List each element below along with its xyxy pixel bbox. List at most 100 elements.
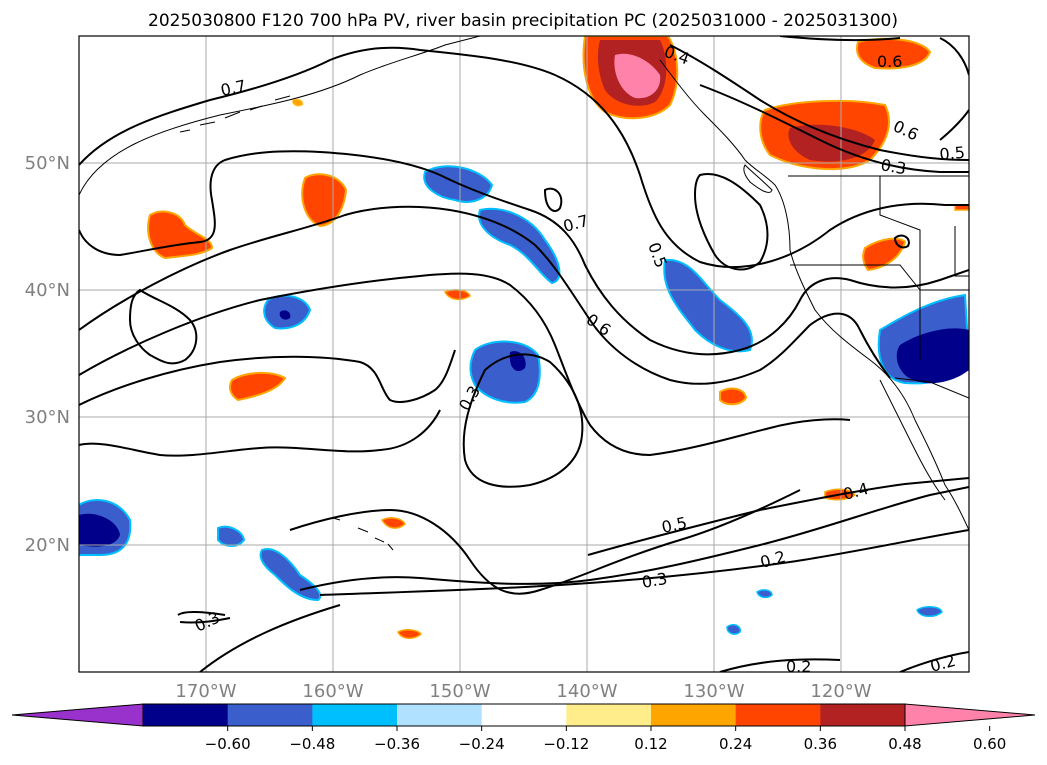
pv-contours — [79, 36, 969, 672]
blue-region-dark — [79, 513, 120, 547]
colorbar-extend-low — [11, 703, 144, 727]
colorbar: −0.60 −0.48 −0.36 −0.24 −0.12 0.12 0.24 0.36 0.4… — [11, 703, 1036, 753]
colorbar-segment — [143, 704, 229, 726]
lon-label: 150°W — [429, 681, 490, 702]
lon-label: 160°W — [302, 681, 363, 702]
colorbar-segment — [651, 704, 737, 726]
pv-contour — [79, 272, 851, 457]
colorbar-segment — [566, 704, 652, 726]
bc-coast — [659, 59, 969, 531]
warm-region — [856, 37, 932, 70]
pv-contour — [543, 187, 563, 212]
colorbar-segment — [820, 704, 906, 726]
warm-region — [396, 629, 423, 639]
state-border — [879, 176, 969, 291]
colorbar-tick-label: 0.24 — [719, 735, 752, 753]
colorbar-segment — [735, 704, 821, 726]
lat-label: 30°N — [25, 407, 70, 428]
warm-region — [719, 387, 748, 406]
blue-region — [663, 258, 753, 353]
graticule — [79, 36, 969, 672]
pv-contour — [899, 651, 969, 672]
colorbar-segment — [227, 704, 313, 726]
pv-contour — [669, 44, 969, 161]
contour-label: 0.6 — [877, 52, 902, 71]
colorbar-tick-label: −0.36 — [374, 735, 420, 753]
warm-region — [291, 98, 304, 107]
lat-labels: 50°N 40°N 30°N 20°N — [25, 153, 70, 556]
pv-contour — [699, 84, 969, 173]
blue-region — [756, 589, 773, 599]
pv-contour — [199, 604, 341, 672]
colorbar-tick-label: −0.24 — [459, 735, 505, 753]
warm-region-pink — [614, 53, 661, 99]
warm-region — [862, 237, 907, 272]
lat-label: 50°N — [25, 153, 70, 174]
lat-label: 40°N — [25, 280, 70, 301]
state-border — [954, 226, 969, 277]
map-area: 0.7 0.7 0.6 0.5 0.3 0.5 0.3 0.2 0.4 0.3 … — [79, 36, 969, 676]
pv-contour — [462, 353, 584, 488]
pv-contour — [79, 205, 891, 385]
pv-contour — [779, 36, 901, 42]
blue-region — [726, 624, 742, 635]
lat-label: 20°N — [25, 535, 70, 556]
lon-labels: 170°W 160°W 150°W 140°W 130°W 120°W — [175, 681, 871, 702]
pv-contour — [587, 477, 969, 556]
pv-contour — [319, 529, 969, 596]
contour-label: 0.3 — [640, 569, 668, 592]
map-frame — [78, 35, 970, 673]
blue-region — [259, 548, 322, 602]
colorbar-tick-label: −0.48 — [289, 735, 335, 753]
vancouver-island — [743, 164, 773, 193]
contour-label: 0.2 — [928, 651, 958, 676]
colorbar-segment — [481, 704, 567, 726]
pv-contour — [79, 150, 969, 356]
contour-label: 0.3 — [879, 155, 907, 178]
lon-label: 120°W — [810, 681, 871, 702]
pv-contour — [299, 486, 969, 591]
warm-region — [229, 372, 287, 402]
contour-label: 0.5 — [660, 513, 689, 537]
pv-contour — [719, 658, 841, 672]
blue-region — [217, 525, 246, 547]
lon-label: 170°W — [175, 681, 236, 702]
warm-region — [380, 517, 406, 529]
colorbar-tick-label: 0.48 — [888, 735, 921, 753]
alaska-islands — [179, 95, 291, 133]
blue-region-dark — [279, 310, 291, 320]
blue-region-dark — [896, 328, 969, 384]
pv-contour — [939, 37, 969, 141]
contour-label: 0.5 — [939, 143, 966, 164]
colorbar-tick-label: 0.60 — [973, 735, 1006, 753]
pv-contour — [79, 349, 456, 406]
pv-contour — [693, 173, 769, 271]
state-border — [790, 264, 921, 291]
colorbar-tick-label: −0.60 — [205, 735, 251, 753]
contour-label: 0.2 — [786, 657, 811, 676]
colorbar-tick-label: 0.36 — [804, 735, 837, 753]
pv-contour — [79, 409, 441, 457]
mexico-border — [894, 377, 969, 399]
colorbar-segment — [312, 704, 398, 726]
blue-region — [916, 606, 943, 617]
pv-contour — [177, 611, 231, 624]
chart-title: 2025030800 F120 700 hPa PV, river basin … — [148, 11, 898, 31]
pv-contour — [128, 288, 198, 365]
lon-label: 130°W — [683, 681, 744, 702]
colorbar-segment — [397, 704, 483, 726]
blue-region — [478, 207, 561, 285]
lon-label: 140°W — [556, 681, 617, 702]
negative-precip-regions — [79, 165, 969, 635]
pv-contour — [893, 234, 910, 249]
hawaii — [332, 517, 394, 551]
colorbar-tick-label: 0.12 — [634, 735, 667, 753]
contour-label: 0.7 — [219, 76, 248, 100]
alaska-coast — [79, 36, 481, 196]
colorbar-outline — [142, 703, 906, 727]
warm-region — [301, 173, 348, 228]
colorbar-extend-high — [904, 703, 1036, 727]
colorbar-tick-label: −0.12 — [543, 735, 589, 753]
pv-contour — [289, 489, 801, 595]
